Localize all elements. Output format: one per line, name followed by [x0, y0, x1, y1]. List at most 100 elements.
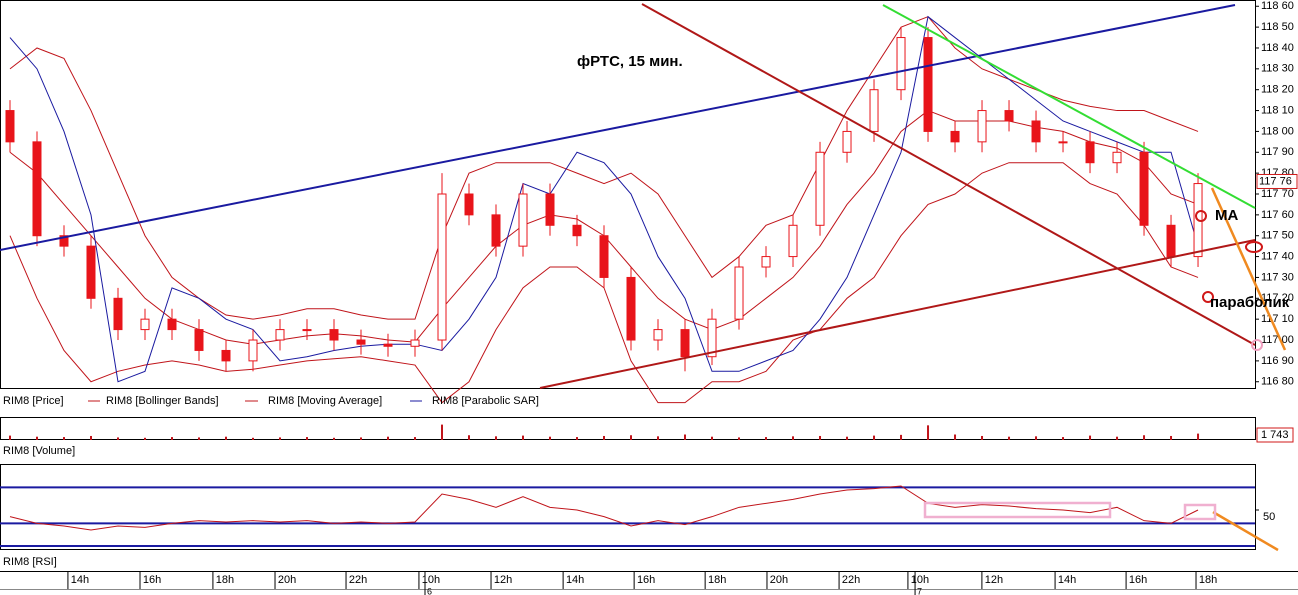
y-tick-label: 116 90 [1261, 355, 1294, 367]
candle-body [653, 329, 663, 341]
candle-body [464, 193, 474, 216]
highlight-box [1183, 503, 1217, 521]
candle-body [977, 110, 987, 143]
day-label: 7 [917, 586, 922, 595]
x-tick-label: 10h [911, 574, 929, 586]
forecast-line [1212, 510, 1279, 552]
legend-label: RIM8 [Bollinger Bands] [106, 395, 219, 407]
x-tick-label: 18h [1199, 574, 1217, 586]
candle-body [707, 318, 717, 358]
trend-line [0, 4, 1236, 251]
candle-body [248, 339, 258, 362]
candle-body [1031, 120, 1041, 143]
x-tick-label: 18h [216, 574, 234, 586]
y-tick-label: 117 60 [1261, 209, 1294, 221]
candle-body [896, 37, 906, 91]
highlight-box [923, 501, 1112, 519]
candle-body [275, 329, 285, 341]
candle-body [626, 276, 636, 341]
candle-body [437, 193, 447, 341]
candle-body [923, 37, 933, 132]
candle-body [59, 235, 69, 247]
x-tick-label: 22h [842, 574, 860, 586]
annotation: фРТС, 15 мин. [577, 53, 683, 70]
candle-body [329, 329, 339, 341]
x-tick-label: 18h [708, 574, 726, 586]
x-tick-label: 20h [770, 574, 788, 586]
candle-body [680, 329, 690, 358]
candle-body [815, 151, 825, 226]
x-tick-label: 14h [566, 574, 584, 586]
panel-title: RIM8 [Volume] [3, 445, 75, 457]
legend-label: RIM8 [Moving Average] [268, 395, 382, 407]
y-tick-label: 117 30 [1261, 271, 1294, 283]
candle-body [518, 193, 528, 247]
y-tick-label: 118 00 [1261, 125, 1294, 137]
last-price-box [1256, 173, 1298, 189]
y-tick-label: 117 70 [1261, 188, 1294, 200]
trend-line [641, 3, 1256, 346]
candle-body [86, 245, 96, 299]
x-tick-label: 12h [494, 574, 512, 586]
y-tick-label: 118 30 [1261, 63, 1294, 75]
y-tick-label: 118 20 [1261, 84, 1294, 96]
candle-body [221, 349, 231, 362]
y-tick-label: 118 10 [1261, 104, 1294, 116]
x-tick-label: 16h [143, 574, 161, 586]
candle-body [113, 297, 123, 331]
y-tick-label: 117 20 [1261, 292, 1294, 304]
day-label: 6 [427, 586, 432, 595]
x-tick-label: 22h [349, 574, 367, 586]
legend-label: RIM8 [Parabolic SAR] [432, 395, 539, 407]
y-tick-label: 118 50 [1261, 21, 1294, 33]
candle-body [1166, 224, 1176, 258]
y-tick-label: 116 80 [1261, 376, 1294, 388]
x-tick-label: 14h [1058, 574, 1076, 586]
candle-body [1058, 141, 1068, 144]
y-tick-label: 117 00 [1261, 334, 1294, 346]
candle-body [842, 130, 852, 153]
x-tick-label: 12h [985, 574, 1003, 586]
bollinger-upper [9, 16, 1199, 320]
marker-circle [1195, 210, 1207, 222]
legend-label: RIM8 [Price] [3, 395, 64, 407]
candle-body [599, 235, 609, 278]
parabolic-sar [9, 15, 1199, 383]
value-label-box [1256, 427, 1294, 443]
candle-body [869, 89, 879, 132]
candle-body [1139, 151, 1149, 226]
trend-line [539, 239, 1256, 389]
x-tick-label: 16h [1129, 574, 1147, 586]
y-tick-label: 117 90 [1261, 146, 1294, 158]
candle-body [140, 318, 150, 331]
y-tick-label: 117 10 [1261, 313, 1294, 325]
candle-body [1112, 151, 1122, 164]
value-label: 1 743 [1261, 429, 1289, 441]
candle-body [572, 224, 582, 237]
candle-body [356, 339, 366, 345]
candle-body [950, 130, 960, 143]
candle-body [167, 318, 177, 331]
candle-body [1085, 141, 1095, 164]
y-tick-label: 50 [1263, 511, 1275, 523]
trend-line [882, 4, 1256, 209]
candle-body [761, 256, 771, 268]
y-tick-label: 118 60 [1261, 0, 1294, 12]
candle-body [302, 329, 312, 332]
x-tick-label: 16h [637, 574, 655, 586]
candle-body [194, 329, 204, 351]
candle-body [383, 343, 393, 347]
y-tick-label: 117 50 [1261, 230, 1294, 242]
x-tick-label: 10h [422, 574, 440, 586]
rsi-line [9, 485, 1199, 531]
forecast-line [1210, 187, 1287, 351]
candle-body [788, 224, 798, 258]
volume-frame [0, 417, 1256, 440]
candle-body [491, 214, 501, 247]
rsi-frame [0, 464, 1256, 550]
y-tick-label: 118 40 [1261, 42, 1294, 54]
last-price-label: 117 76 [1259, 175, 1292, 187]
